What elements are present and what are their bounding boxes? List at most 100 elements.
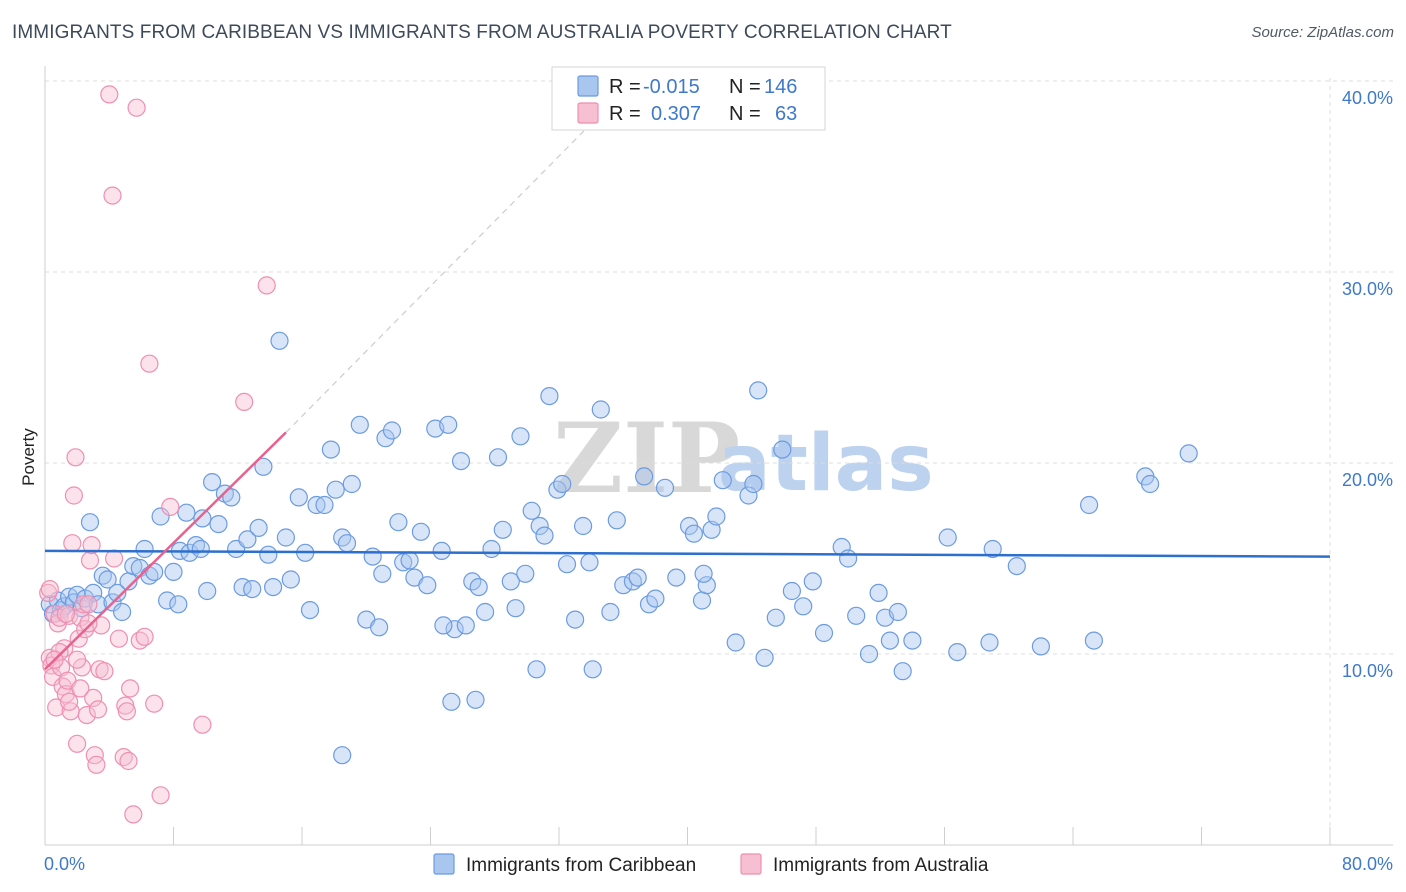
caribbean-point [580,553,599,572]
caribbean-point [300,600,320,620]
caribbean-point [980,633,999,652]
caribbean-point [838,549,858,568]
watermark: ZIP atlas [553,402,934,515]
caribbean-point [859,644,879,664]
caribbean-point [869,583,888,603]
caribbean-point [439,415,458,434]
caribbean-point [646,589,665,608]
caribbean-point [607,511,626,530]
caribbean-points [40,331,1198,765]
caribbean-point [557,555,577,574]
caribbean-point [749,381,768,400]
caribbean-point [583,660,602,679]
caribbean-point [55,597,74,616]
australia-point [193,715,212,734]
caribbean-point [80,513,100,532]
caribbean-point [203,473,222,492]
australia-point [63,534,82,553]
caribbean-point [151,507,170,526]
caribbean-point [516,564,535,583]
caribbean-point [766,608,785,627]
australia-point [69,629,88,648]
caribbean-point [198,581,217,601]
australia-trend-line [44,431,287,671]
australia-point [87,755,106,774]
caribbean-point [135,539,154,559]
caribbean-point [601,602,620,622]
caribbean-point [333,746,352,765]
series-legend-swatch-australia [740,853,762,875]
caribbean-point [321,440,340,459]
caribbean-point [243,579,262,599]
caribbean-point [880,631,900,650]
caribbean-point [342,474,361,494]
australia-point [64,486,84,505]
caribbean-point [1079,495,1099,515]
australia-point [71,679,90,698]
caribbean-point [814,623,834,643]
caribbean-point [1031,637,1051,656]
caribbean-point [893,662,912,681]
caribbean-point [697,576,716,595]
australia-point [79,614,98,633]
australia-point [56,604,76,624]
caribbean-point [1084,631,1104,650]
x-tick-labels: 0.0% 80.0% [44,854,1393,874]
australia-point [135,627,154,646]
australia-point [145,694,164,713]
caribbean-point [1140,474,1160,494]
watermark-zip: ZIP [553,402,740,515]
caribbean-point [482,539,501,559]
caribbean-point [707,507,726,526]
y-axis-label: Poverty [19,428,38,486]
caribbean-point [270,331,289,350]
caribbean-point [553,474,572,494]
caribbean-point [209,514,228,534]
caribbean-point [238,530,257,549]
y-tick-label-1: 20.0% [1342,470,1393,490]
caribbean-point [158,591,177,610]
legend-swatch-australia [577,102,599,124]
australia-point [109,629,129,648]
caribbean-point [888,602,908,622]
x-tick-label-min: 0.0% [44,854,85,874]
caribbean-point [124,556,143,576]
chart-title: IMMIGRANTS FROM CARIBBEAN VS IMMIGRANTS … [12,22,952,43]
caribbean-point [794,597,813,616]
caribbean-point [326,480,345,499]
caribbean-point [469,577,488,597]
legend-n-value-1: 146 [764,76,797,98]
legend-n-label-1: N = [729,76,761,98]
australia-point [59,692,79,711]
caribbean-point [112,602,132,622]
caribbean-point [527,660,546,679]
australia-points [39,85,276,824]
caribbean-point [373,564,392,583]
trend-lines [44,126,1331,671]
caribbean-point [445,620,464,639]
caribbean-point [164,562,183,582]
caribbean-point [254,457,273,476]
caribbean-point [315,495,334,515]
series-legend-australia: Immigrants from Australia [773,855,989,876]
stats-legend: R = -0.015 N = 146 R = 0.307 N = 63 [551,66,826,131]
caribbean-point [456,616,475,635]
australia-point [88,700,108,719]
caribbean-point [177,503,196,522]
caribbean-point [938,528,957,547]
australia-point [80,551,100,570]
caribbean-point [744,474,763,494]
caribbean-point [169,595,188,614]
caribbean-point [363,547,382,566]
caribbean-point [614,576,633,595]
australia-point [257,276,276,295]
caribbean-point [739,486,758,505]
australia-point [161,497,180,516]
caribbean-point [755,648,774,667]
caribbean-point [903,631,922,650]
australia-point [235,392,254,411]
australia-point [67,734,87,753]
legend-n-value-2: 63 [775,103,797,125]
caribbean-point [337,534,357,553]
australia-point [67,650,87,669]
